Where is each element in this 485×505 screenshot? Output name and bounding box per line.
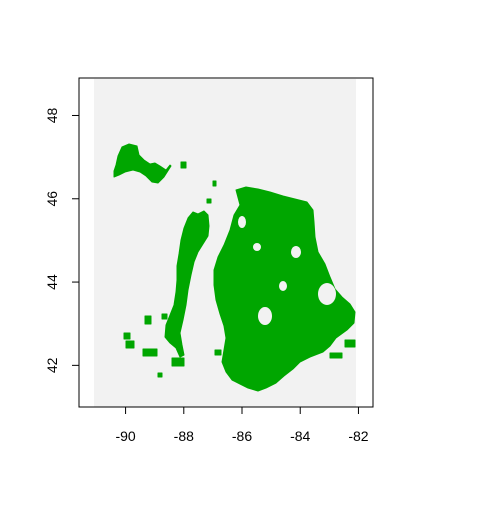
wisconsin-patch	[123, 332, 131, 340]
lake-gap	[238, 216, 246, 228]
wisconsin-patch	[144, 315, 152, 325]
wisconsin-patch	[171, 357, 185, 367]
upper-peninsula-patch	[180, 161, 187, 169]
x-tick-label: -82	[348, 428, 368, 444]
x-tick-label: -88	[174, 428, 194, 444]
y-tick-label: 42	[44, 357, 60, 373]
lake-gap	[318, 283, 336, 305]
lake-gaps	[238, 216, 336, 325]
upper-peninsula-patch	[212, 180, 217, 187]
x-tick-label: -86	[232, 428, 252, 444]
y-tick-label: 48	[44, 107, 60, 123]
wisconsin-patch	[142, 348, 158, 357]
upper-peninsula-region	[113, 143, 172, 184]
lower-peninsula-patch	[344, 339, 356, 348]
x-axis: -90 -88 -86 -84 -82	[115, 406, 369, 444]
lower-peninsula-patch	[329, 352, 343, 359]
wisconsin-patch	[125, 340, 135, 349]
wisconsin-patch	[161, 313, 168, 320]
lake-gap	[253, 243, 261, 251]
wisconsin-strip	[164, 210, 210, 358]
y-axis: 42 44 46 48	[44, 107, 80, 373]
lake-gap	[279, 281, 287, 291]
lake-gap	[291, 246, 301, 258]
lake-gap	[258, 307, 272, 325]
x-tick-label: -84	[290, 428, 310, 444]
upper-peninsula-patch	[206, 198, 212, 204]
wisconsin-patch	[157, 372, 163, 378]
wisconsin-patch	[214, 349, 222, 356]
x-tick-label: -90	[115, 428, 135, 444]
y-tick-label: 44	[44, 274, 60, 290]
y-tick-label: 46	[44, 191, 60, 207]
